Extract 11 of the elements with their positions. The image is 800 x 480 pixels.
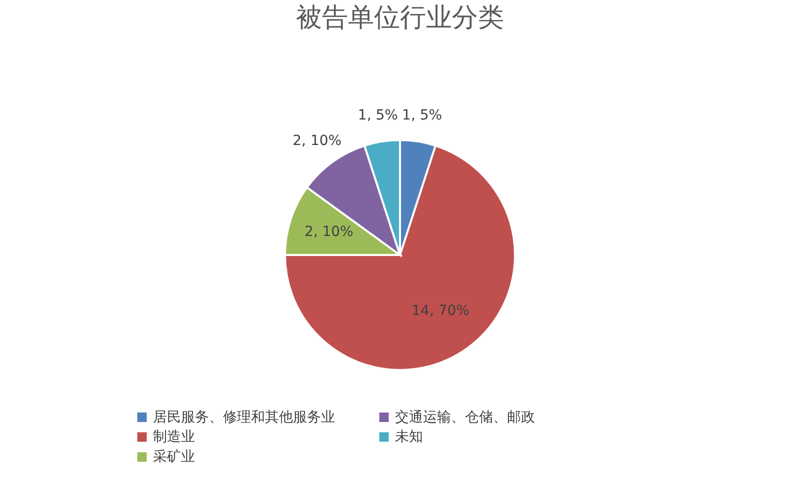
data-label: 1, 5%: [402, 108, 442, 124]
data-label: 2, 10%: [304, 224, 354, 240]
data-label: 2, 10%: [292, 132, 342, 149]
legend-label: 居民服务、修理和其他服务业: [153, 409, 335, 426]
data-label: 14, 70%: [412, 302, 470, 319]
legend-label: 交通运输、仓储、邮政: [395, 409, 535, 426]
chart-title: 被告单位行业分类: [296, 3, 504, 33]
legend-label: 制造业: [153, 429, 195, 445]
data-label: 1, 5%: [358, 108, 398, 124]
legend-label: 采矿业: [153, 449, 195, 465]
legend-label: 未知: [395, 429, 423, 445]
